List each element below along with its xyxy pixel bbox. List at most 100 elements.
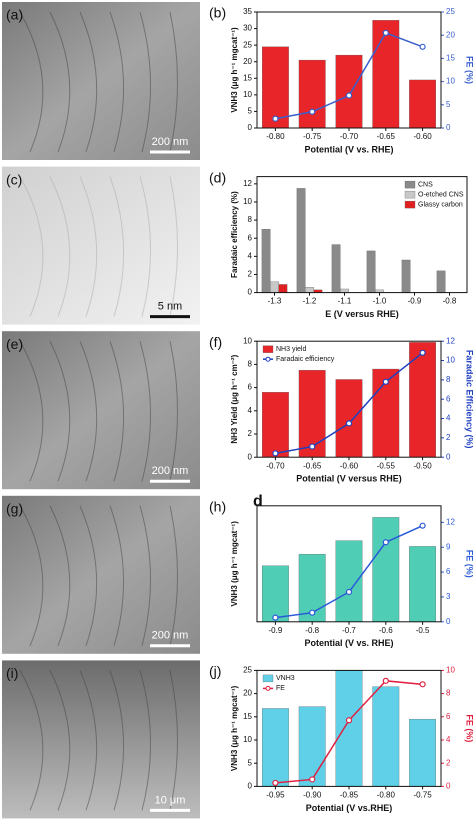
y-tick-label: 8 (248, 215, 253, 224)
texture (79, 11, 98, 153)
texture (49, 11, 71, 153)
y2-tick-label: 2 (446, 433, 451, 442)
texture (19, 11, 44, 153)
y2-tick-label: 2 (446, 758, 451, 767)
texture (49, 670, 71, 811)
y2-tick-label: 0 (446, 782, 451, 791)
micrograph (2, 495, 200, 654)
x-tick-label: -0.95 (266, 791, 285, 800)
y2-tick-label: 10 (446, 77, 455, 86)
x-tick-label: -0.80 (377, 791, 396, 800)
y-axis-label: VNH3 (μg h⁻¹ mgcat⁻¹) (230, 27, 239, 113)
y-tick-label: 0 (248, 123, 253, 132)
panel-label: (j) (209, 663, 221, 679)
line-marker (345, 588, 353, 596)
legend-label: FE (276, 685, 285, 692)
legend-swatch (262, 345, 274, 353)
texture (19, 176, 44, 317)
bar (335, 540, 363, 622)
y-tick-label: 0 (248, 782, 253, 791)
legend-marker (265, 356, 271, 362)
texture (49, 340, 71, 482)
bar (372, 20, 400, 129)
panel-label: (h) (209, 499, 226, 515)
micrograph (2, 2, 200, 160)
bar (372, 517, 400, 622)
scale-bar-label: 200 nm (152, 136, 189, 148)
y2-tick-label: 4 (446, 735, 451, 744)
line-marker (382, 378, 389, 385)
line-marker (345, 92, 353, 99)
line-marker (309, 108, 316, 115)
scale-bar-label: 200 nm (152, 630, 189, 642)
y2-tick-label: 25 (446, 7, 455, 16)
y2-tick-label: 12 (446, 517, 455, 526)
x-tick-label: -1.0 (373, 297, 387, 306)
y-tick-label: 10 (243, 336, 252, 345)
texture (169, 11, 178, 153)
y-tick-label: 5 (248, 107, 253, 116)
legend-label: Faradaic efficiency (276, 356, 335, 363)
micrograph (2, 660, 200, 819)
y-tick-label: 6 (248, 233, 253, 242)
annotation: d (253, 493, 263, 510)
y-tick-label: 15 (243, 712, 252, 721)
y-axis-label: VNH3 (μg h⁻¹ mgcat⁻¹) (230, 521, 239, 607)
y2-axis-label: FE (%) (465, 714, 474, 742)
y-tick-label: 4 (248, 406, 253, 415)
texture (139, 11, 151, 153)
y-tick-label: 4 (248, 251, 253, 260)
y2-tick-label: 0 (446, 452, 451, 461)
panel-label: (a) (6, 7, 23, 23)
line-marker (272, 450, 279, 457)
y-tick-label: 10 (243, 735, 252, 744)
bar (305, 287, 314, 293)
bar (262, 708, 289, 787)
scale-bar-label: 5 nm (158, 301, 182, 313)
bar (401, 259, 411, 293)
bar (262, 392, 289, 458)
y-tick-label: 15 (243, 73, 252, 82)
y2-tick-label: 6 (446, 567, 451, 576)
legend-swatch (404, 190, 416, 199)
x-tick-label: -0.85 (340, 791, 359, 800)
panel-label: (e) (6, 336, 23, 352)
y2-tick-label: 8 (446, 375, 451, 384)
line-marker (382, 539, 389, 546)
legend-label: Glassy carbon (418, 201, 463, 208)
x-tick-label: -0.6 (379, 626, 393, 635)
y-tick-label: 8 (248, 360, 253, 369)
texture (19, 670, 44, 811)
y-tick-label: 30 (243, 24, 252, 33)
texture (139, 341, 151, 482)
texture (109, 670, 125, 811)
panel-label: (g) (6, 501, 23, 517)
x-axis-label: Potential (V versus RHE) (296, 474, 402, 484)
y-tick-label: 6 (248, 383, 253, 392)
legend-swatch (262, 674, 274, 683)
x-tick-label: -0.8 (443, 297, 457, 306)
texture (49, 176, 71, 317)
y2-axis-label: FE (%) (465, 56, 474, 84)
y2-tick-label: 10 (446, 356, 455, 365)
bar (296, 188, 306, 293)
line-marker (419, 349, 426, 356)
panel-label: (f) (209, 334, 222, 350)
x-tick-label: -0.60 (340, 461, 359, 470)
y2-tick-label: 4 (446, 414, 451, 423)
y-axis-label: VNH3 (μg h⁻¹ mgcat⁻¹) (230, 685, 239, 771)
texture (169, 176, 178, 317)
line-marker (309, 609, 316, 616)
x-tick-label: -0.60 (413, 132, 432, 141)
x-tick-label: -0.9 (269, 626, 283, 635)
scale-bar-label: 10 μm (155, 794, 186, 806)
plot-frame (256, 176, 468, 294)
texture (139, 176, 151, 317)
x-tick-label: -0.75 (303, 132, 322, 141)
bar (298, 370, 326, 458)
bar (262, 565, 289, 622)
x-tick-label: -0.7 (342, 626, 356, 635)
x-tick-label: -0.90 (303, 791, 322, 800)
bar (409, 546, 436, 622)
micrograph (2, 166, 200, 325)
